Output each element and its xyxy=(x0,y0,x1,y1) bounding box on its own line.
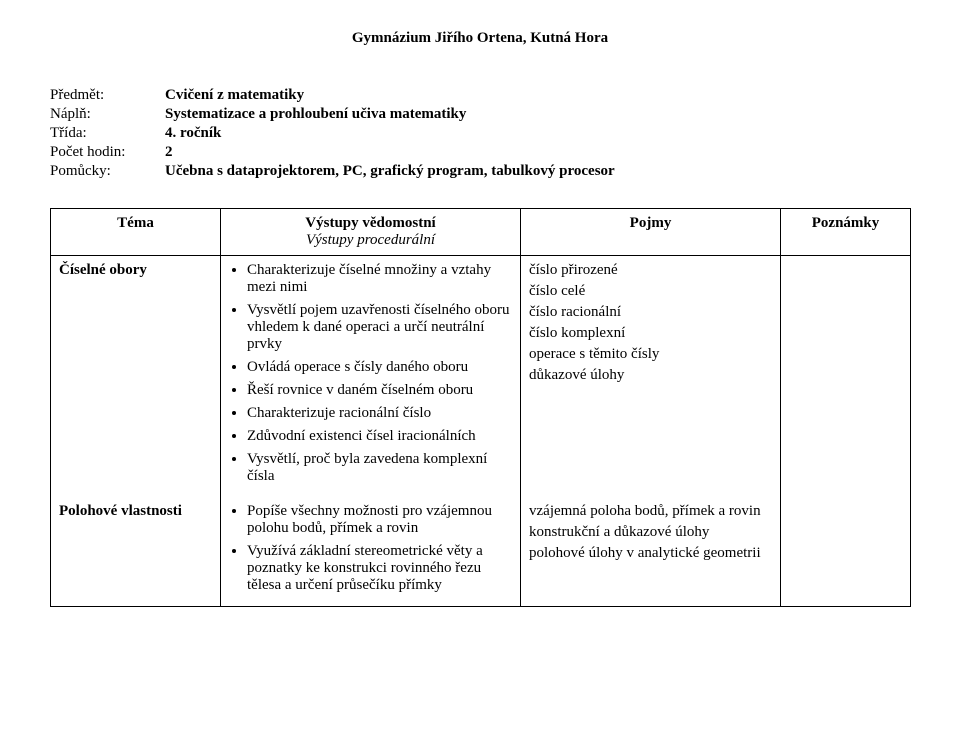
list-item: Řeší rovnice v daném číselném oboru xyxy=(247,382,512,399)
meta-row: Náplň: Systematizace a prohloubení učiva… xyxy=(50,106,910,123)
table-row: Číselné obory Charakterizuje číselné mno… xyxy=(51,256,911,498)
cell-vystupy: Popíše všechny možnosti pro vzájemnou po… xyxy=(221,497,521,607)
cell-pojmy: vzájemná poloha bodů, přímek a rovin kon… xyxy=(521,497,781,607)
header-vystupy: Výstupy vědomostní Výstupy procedurální xyxy=(221,209,521,256)
pojmy-item: polohové úlohy v analytické geometrii xyxy=(529,545,772,562)
page-header-title: Gymnázium Jiřího Ortena, Kutná Hora xyxy=(50,30,910,47)
meta-row: Pomůcky: Učebna s dataprojektorem, PC, g… xyxy=(50,163,910,180)
list-item: Vysvětlí pojem uzavřenosti číselného obo… xyxy=(247,302,512,353)
pojmy-item: konstrukční a důkazové úlohy xyxy=(529,524,772,541)
meta-value: Cvičení z matematiky xyxy=(165,87,304,104)
table-row: Polohové vlastnosti Popíše všechny možno… xyxy=(51,497,911,607)
meta-row: Předmět: Cvičení z matematiky xyxy=(50,87,910,104)
header-pojmy: Pojmy xyxy=(521,209,781,256)
meta-label: Pomůcky: xyxy=(50,163,165,180)
meta-row: Třída: 4. ročník xyxy=(50,125,910,142)
meta-value: Učebna s dataprojektorem, PC, grafický p… xyxy=(165,163,615,180)
pojmy-item: číslo celé xyxy=(529,283,772,300)
header-vystupy-line2: Výstupy procedurální xyxy=(306,232,435,248)
meta-label: Třída: xyxy=(50,125,165,142)
header-topic: Téma xyxy=(51,209,221,256)
list-item: Vysvětlí, proč byla zavedena komplexní č… xyxy=(247,451,512,485)
pojmy-item: důkazové úlohy xyxy=(529,367,772,384)
table-header-row: Téma Výstupy vědomostní Výstupy procedur… xyxy=(51,209,911,256)
meta-value: 4. ročník xyxy=(165,125,221,142)
header-poznamky: Poznámky xyxy=(781,209,911,256)
meta-value: Systematizace a prohloubení učiva matema… xyxy=(165,106,466,123)
meta-value: 2 xyxy=(165,144,173,161)
meta-row: Počet hodin: 2 xyxy=(50,144,910,161)
meta-block: Předmět: Cvičení z matematiky Náplň: Sys… xyxy=(50,87,910,180)
cell-poznamky xyxy=(781,497,911,607)
list-item: Zdůvodní existenci čísel iracionálních xyxy=(247,428,512,445)
topic-title: Číselné obory xyxy=(59,262,212,279)
cell-poznamky xyxy=(781,256,911,498)
pojmy-item: číslo přirozené xyxy=(529,262,772,279)
header-vystupy-line1: Výstupy vědomostní xyxy=(305,215,435,231)
pojmy-item: operace s těmito čísly xyxy=(529,346,772,363)
list-item: Popíše všechny možnosti pro vzájemnou po… xyxy=(247,503,512,537)
bullet-list: Charakterizuje číselné množiny a vztahy … xyxy=(229,262,512,485)
meta-label: Předmět: xyxy=(50,87,165,104)
list-item: Využívá základní stereometrické věty a p… xyxy=(247,543,512,594)
cell-topic: Číselné obory xyxy=(51,256,221,498)
bullet-list: Popíše všechny možnosti pro vzájemnou po… xyxy=(229,503,512,594)
pojmy-item: vzájemná poloha bodů, přímek a rovin xyxy=(529,503,772,520)
pojmy-item: číslo racionální xyxy=(529,304,772,321)
pojmy-item: číslo komplexní xyxy=(529,325,772,342)
curriculum-table: Téma Výstupy vědomostní Výstupy procedur… xyxy=(50,208,911,607)
list-item: Ovládá operace s čísly daného oboru xyxy=(247,359,512,376)
cell-topic: Polohové vlastnosti xyxy=(51,497,221,607)
list-item: Charakterizuje racionální číslo xyxy=(247,405,512,422)
list-item: Charakterizuje číselné množiny a vztahy … xyxy=(247,262,512,296)
cell-vystupy: Charakterizuje číselné množiny a vztahy … xyxy=(221,256,521,498)
meta-label: Počet hodin: xyxy=(50,144,165,161)
meta-label: Náplň: xyxy=(50,106,165,123)
topic-title: Polohové vlastnosti xyxy=(59,503,212,520)
cell-pojmy: číslo přirozené číslo celé číslo racioná… xyxy=(521,256,781,498)
